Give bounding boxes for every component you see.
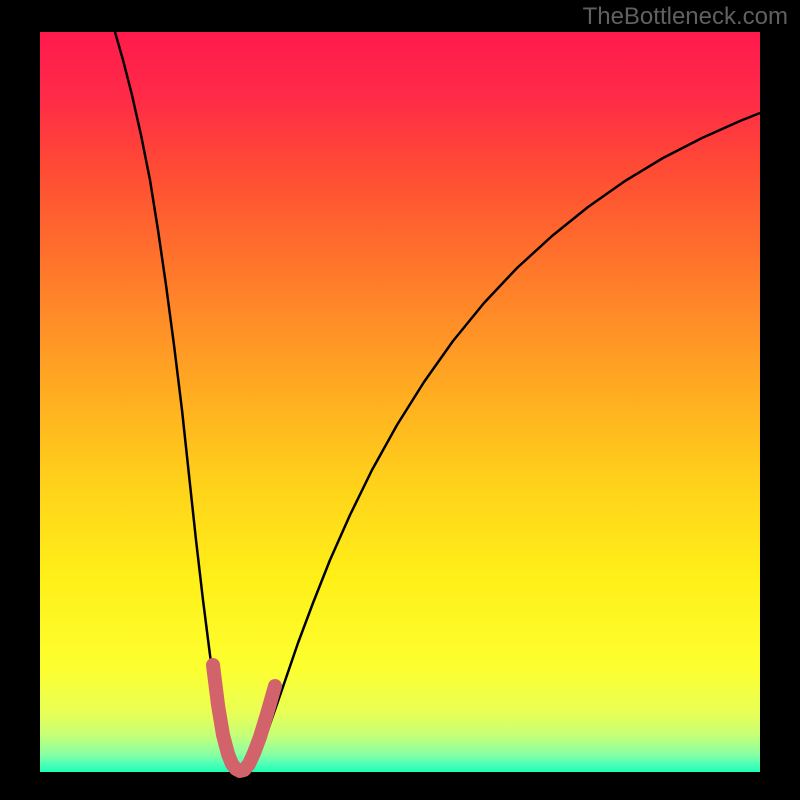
- watermark-text: TheBottleneck.com: [583, 3, 788, 30]
- bottleneck-chart: TheBottleneck.com: [0, 0, 800, 800]
- gradient-panel: [40, 32, 760, 772]
